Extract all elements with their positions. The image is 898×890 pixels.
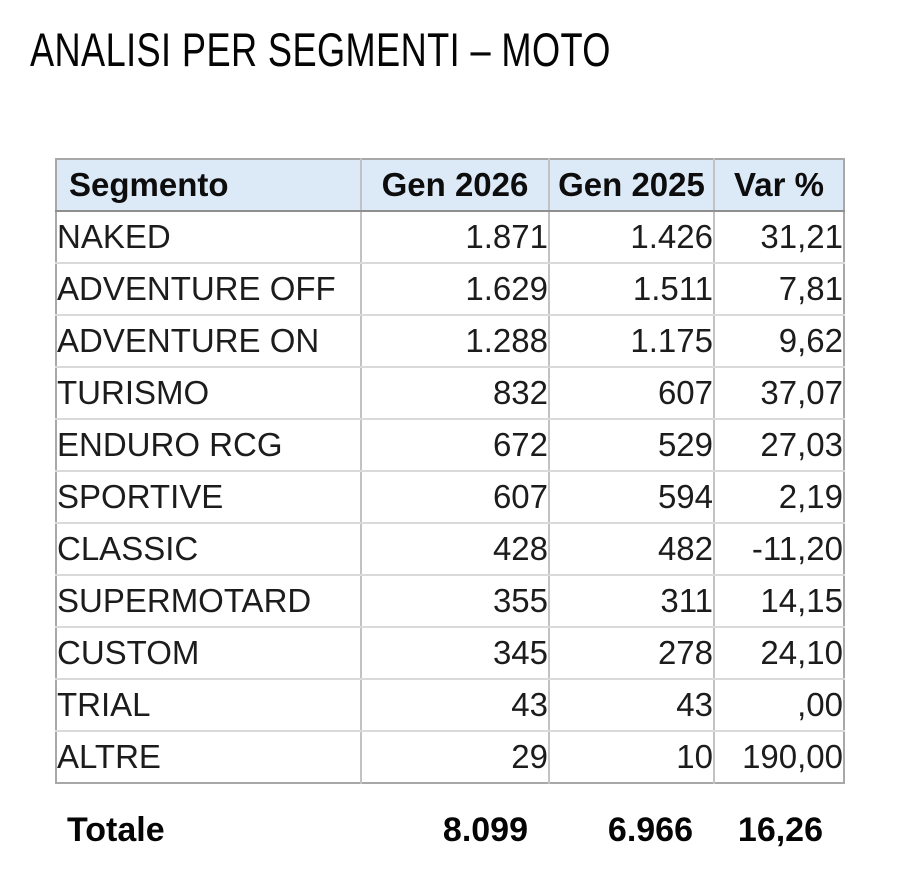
table-row: ADVENTURE ON 1.288 1.175 9,62 (56, 315, 844, 368)
gen-2026-value: 672 (360, 419, 549, 472)
table-row: NAKED 1.871 1.426 31,21 (56, 211, 844, 264)
segment-name: ENDURO RCG (56, 419, 361, 472)
gen-2026-value: 43 (360, 679, 549, 732)
gen-2026-value: 1.871 (360, 211, 549, 264)
gen-2026-value: 1.629 (360, 263, 549, 316)
table-row: CLASSIC 428 482 -11,20 (56, 523, 844, 576)
var-percent-value: 24,10 (713, 627, 844, 680)
gen-2026-value: 1.288 (360, 315, 549, 368)
total-row: Totale 8.099 6.966 16,26 (55, 804, 843, 856)
gen-2025-value: 594 (548, 471, 714, 524)
segments-table: Segmento Gen 2026 Gen 2025 Var % NAKED 1… (55, 158, 845, 784)
table-row: CUSTOM 345 278 24,10 (56, 627, 844, 680)
gen-2025-value: 311 (548, 575, 714, 628)
gen-2026-value: 29 (360, 731, 549, 783)
column-header-segmento: Segmento (56, 159, 361, 212)
var-percent-value: 9,62 (713, 315, 844, 368)
total-gen-2025-value: 6.966 (607, 810, 693, 849)
var-percent-value: 27,03 (713, 419, 844, 472)
column-header-gen-2025: Gen 2025 (548, 159, 714, 212)
segment-name: NAKED (56, 211, 361, 264)
var-percent-value: 7,81 (713, 263, 844, 316)
column-header-var-percent: Var % (713, 159, 844, 212)
gen-2026-value: 832 (360, 367, 549, 420)
gen-2025-value: 529 (548, 419, 714, 472)
var-percent-value: 37,07 (713, 367, 844, 420)
gen-2025-value: 1.426 (548, 211, 714, 264)
total-gen-2026-value: 8.099 (442, 810, 528, 849)
segment-name: ADVENTURE ON (56, 315, 361, 368)
var-percent-value: 190,00 (713, 731, 844, 783)
gen-2025-value: 482 (548, 523, 714, 576)
gen-2026-value: 345 (360, 627, 549, 680)
segment-name: SPORTIVE (56, 471, 361, 524)
var-percent-value: ,00 (713, 679, 844, 732)
column-header-gen-2026: Gen 2026 (360, 159, 549, 212)
var-percent-value: 31,21 (713, 211, 844, 264)
segment-name: TURISMO (56, 367, 361, 420)
table-row: TRIAL 43 43 ,00 (56, 679, 844, 732)
segments-table-container: Segmento Gen 2026 Gen 2025 Var % NAKED 1… (55, 158, 845, 784)
table-row: ENDURO RCG 672 529 27,03 (56, 419, 844, 472)
total-var-percent-value: 16,26 (737, 810, 823, 849)
table-row: ADVENTURE OFF 1.629 1.511 7,81 (56, 263, 844, 316)
gen-2026-value: 607 (360, 471, 549, 524)
gen-2025-value: 43 (548, 679, 714, 732)
page-title: ANALISI PER SEGMENTI – MOTO (30, 23, 611, 76)
segment-name: CUSTOM (56, 627, 361, 680)
table-row: TURISMO 832 607 37,07 (56, 367, 844, 420)
gen-2025-value: 1.175 (548, 315, 714, 368)
gen-2025-value: 278 (548, 627, 714, 680)
segment-name: CLASSIC (56, 523, 361, 576)
segment-name: TRIAL (56, 679, 361, 732)
var-percent-value: -11,20 (713, 523, 844, 576)
var-percent-value: 14,15 (713, 575, 844, 628)
table-row: SUPERMOTARD 355 311 14,15 (56, 575, 844, 628)
table-row: ALTRE 29 10 190,00 (56, 731, 844, 783)
gen-2026-value: 355 (360, 575, 549, 628)
gen-2025-value: 10 (548, 731, 714, 783)
segment-name: SUPERMOTARD (56, 575, 361, 628)
table-row: SPORTIVE 607 594 2,19 (56, 471, 844, 524)
segment-name: ADVENTURE OFF (56, 263, 361, 316)
var-percent-value: 2,19 (713, 471, 844, 524)
segment-name: ALTRE (56, 731, 361, 783)
gen-2026-value: 428 (360, 523, 549, 576)
gen-2025-value: 607 (548, 367, 714, 420)
gen-2025-value: 1.511 (548, 263, 714, 316)
total-label: Totale (67, 810, 165, 849)
table-header-row: Segmento Gen 2026 Gen 2025 Var % (56, 159, 844, 212)
